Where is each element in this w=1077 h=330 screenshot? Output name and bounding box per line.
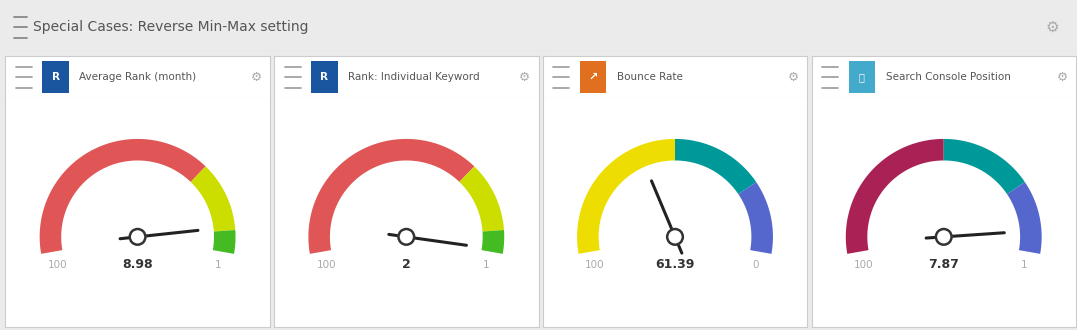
- Polygon shape: [481, 230, 504, 254]
- Text: 100: 100: [47, 260, 67, 270]
- Text: ↗: ↗: [588, 72, 598, 82]
- Text: 1: 1: [484, 260, 490, 270]
- Polygon shape: [577, 139, 675, 254]
- Circle shape: [398, 229, 415, 245]
- Text: R: R: [320, 72, 328, 82]
- Circle shape: [936, 229, 952, 245]
- Text: Rank: Individual Keyword: Rank: Individual Keyword: [348, 72, 479, 82]
- Text: Search Console Position: Search Console Position: [885, 72, 1010, 82]
- Text: ⌖: ⌖: [858, 72, 865, 82]
- Text: 100: 100: [585, 260, 604, 270]
- FancyBboxPatch shape: [42, 61, 69, 93]
- FancyBboxPatch shape: [579, 61, 606, 93]
- Polygon shape: [845, 139, 943, 254]
- Text: ⚙: ⚙: [788, 71, 799, 83]
- Text: ⚙: ⚙: [1057, 71, 1068, 83]
- Polygon shape: [675, 139, 756, 194]
- Polygon shape: [1007, 182, 1041, 254]
- Polygon shape: [943, 139, 1025, 194]
- Text: ⚙: ⚙: [1045, 20, 1059, 35]
- Text: R: R: [52, 72, 59, 82]
- Text: 1: 1: [214, 260, 221, 270]
- Text: 7.87: 7.87: [928, 258, 960, 271]
- Polygon shape: [739, 182, 773, 254]
- Circle shape: [129, 229, 145, 245]
- FancyBboxPatch shape: [311, 61, 337, 93]
- Text: 100: 100: [317, 260, 336, 270]
- Text: Bounce Rate: Bounce Rate: [617, 72, 683, 82]
- FancyBboxPatch shape: [849, 61, 875, 93]
- Polygon shape: [40, 139, 206, 254]
- Text: Special Cases: Reverse Min-Max setting: Special Cases: Reverse Min-Max setting: [33, 20, 309, 34]
- Text: ⚙: ⚙: [519, 71, 531, 83]
- Text: 0: 0: [752, 260, 758, 270]
- Text: 100: 100: [854, 260, 873, 270]
- Polygon shape: [460, 166, 504, 232]
- Text: 8.98: 8.98: [123, 258, 153, 271]
- Polygon shape: [308, 139, 474, 254]
- Polygon shape: [213, 230, 236, 254]
- Text: 2: 2: [402, 258, 410, 271]
- Text: Average Rank (month): Average Rank (month): [80, 72, 196, 82]
- Text: 61.39: 61.39: [655, 258, 695, 271]
- Text: 1: 1: [1021, 260, 1027, 270]
- Text: ⚙: ⚙: [251, 71, 262, 83]
- Polygon shape: [191, 166, 235, 232]
- Circle shape: [667, 229, 683, 245]
